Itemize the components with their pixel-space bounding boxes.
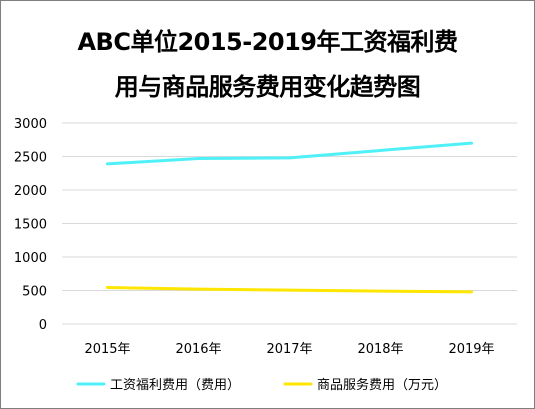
y-tick-label-0: 0 [39, 318, 47, 333]
legend-label-0: 工资福利费用（费用） [110, 378, 240, 393]
y-tick-label-3000: 3000 [14, 117, 47, 132]
chart-title-line-2: 用与商品服务费用变化趋势图 [114, 73, 421, 101]
y-tick-label-2500: 2500 [14, 151, 47, 166]
y-tick-label-2000: 2000 [14, 184, 47, 199]
x-tick-label-2: 2017年 [266, 342, 312, 357]
series-line-1 [106, 285, 473, 294]
y-tick-label-1500: 1500 [14, 218, 47, 233]
chart-title-line-1: ABC单位2015-2019年工资福利费 [77, 28, 458, 56]
y-tick-label-500: 500 [22, 285, 47, 300]
x-tick-label-1: 2016年 [175, 342, 221, 357]
x-tick-label-0: 2015年 [84, 342, 130, 357]
legend-label-1: 商品服务费用（万元） [317, 377, 447, 393]
y-tick-label-1000: 1000 [14, 251, 47, 266]
x-tick-label-3: 2018年 [357, 342, 403, 357]
series-line-0 [106, 141, 473, 166]
x-tick-label-4: 2019年 [448, 342, 494, 357]
